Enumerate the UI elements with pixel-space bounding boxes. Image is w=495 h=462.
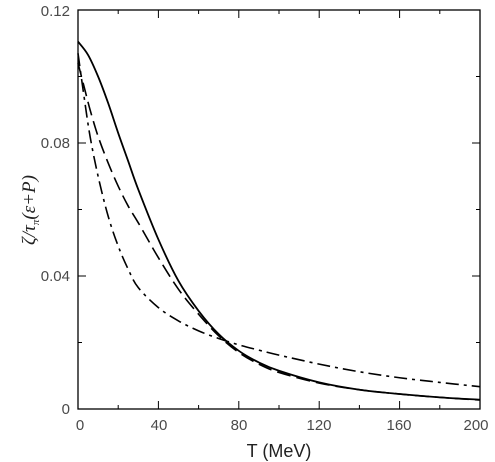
series-group bbox=[77, 41, 481, 401]
x-tick-label: 0 bbox=[76, 417, 84, 434]
y-tick-label: 0.04 bbox=[41, 268, 70, 285]
y-tick-label: 0 bbox=[62, 401, 70, 418]
axis-ticks bbox=[77, 9, 481, 410]
x-tick-label: 200 bbox=[463, 417, 488, 434]
y-label-slash: / bbox=[19, 230, 40, 238]
y-tick-label: 0.12 bbox=[41, 3, 70, 20]
y-label-tau-subscript: π bbox=[30, 219, 42, 225]
plot-frame bbox=[77, 9, 481, 410]
x-axis-label: T (MeV) bbox=[247, 441, 312, 461]
y-tick-label: 0.08 bbox=[41, 135, 70, 152]
series-line-dash-dot bbox=[77, 53, 481, 388]
y-label-rest: (ε+P) bbox=[19, 175, 40, 220]
y-label-zeta: ζ bbox=[19, 236, 40, 245]
y-tick-labels: 0 0.04 0.08 0.12 bbox=[41, 3, 70, 418]
series-line-dashed bbox=[77, 63, 481, 401]
y-label-tau: τ bbox=[19, 224, 40, 232]
x-tick-label: 160 bbox=[386, 417, 411, 434]
x-tick-labels: 0 40 80 120 160 200 bbox=[76, 417, 489, 434]
x-tick-label: 40 bbox=[151, 417, 168, 434]
series-line-solid bbox=[77, 41, 481, 401]
x-tick-label: 120 bbox=[306, 417, 331, 434]
y-axis-label: ζ/τπ(ε+P) bbox=[19, 175, 42, 245]
x-tick-label: 80 bbox=[231, 417, 248, 434]
